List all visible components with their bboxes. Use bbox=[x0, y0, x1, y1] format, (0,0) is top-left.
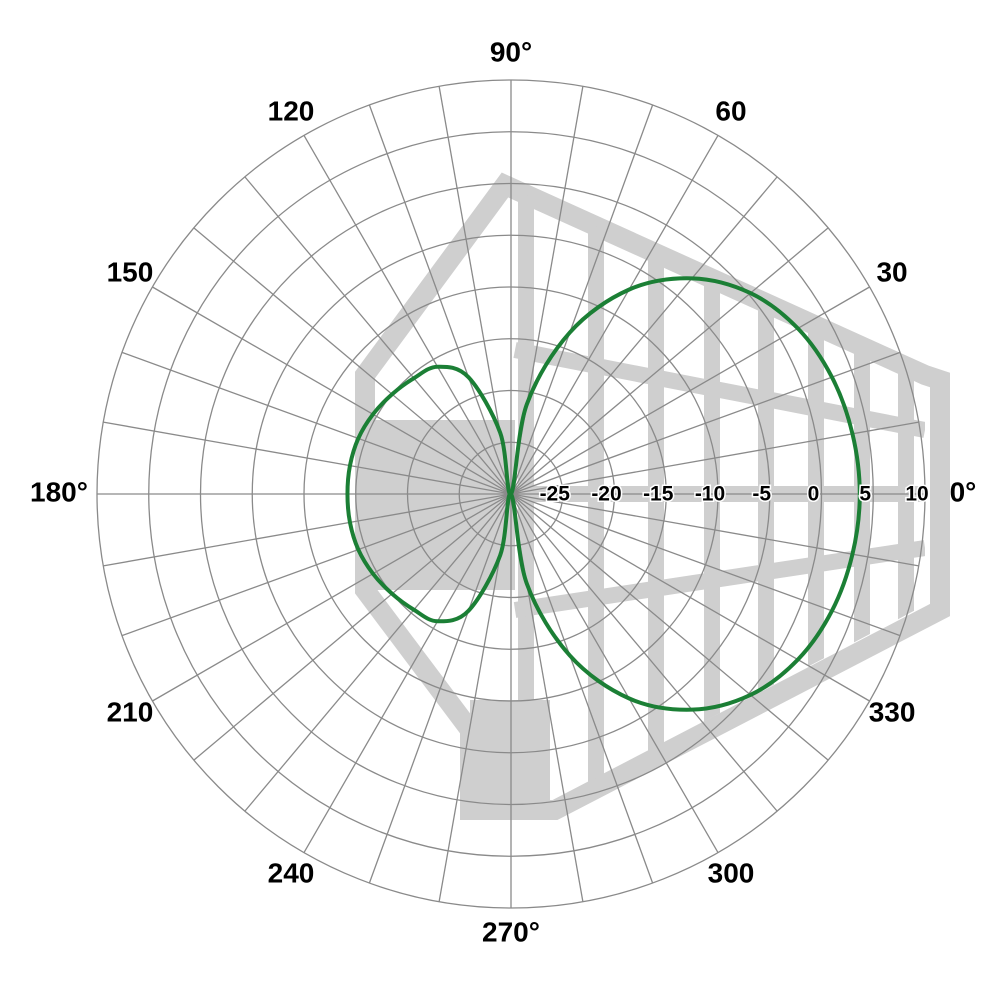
angle-tick-label: 180° bbox=[30, 476, 88, 507]
ring-grid-line bbox=[96, 79, 926, 909]
angle-tick-label: 210 bbox=[107, 696, 154, 727]
angle-tick-label: 330 bbox=[869, 696, 916, 727]
antenna-illustration bbox=[355, 172, 950, 820]
radial-tick-label: -25 bbox=[540, 483, 571, 506]
radial-tick-label: 5 bbox=[859, 483, 871, 506]
angle-tick-label: 270° bbox=[482, 916, 540, 947]
angle-tick-label: 30 bbox=[876, 256, 907, 287]
radial-tick-label: -15 bbox=[643, 483, 674, 506]
angle-tick-label: 0° bbox=[950, 476, 977, 507]
radial-tick-label: -5 bbox=[752, 483, 771, 506]
angle-tick-label: 300 bbox=[708, 857, 755, 888]
radial-tick-label: -20 bbox=[591, 483, 621, 506]
pattern-line bbox=[345, 276, 862, 712]
angle-tick-label: 240 bbox=[268, 857, 315, 888]
ring-grid-line bbox=[251, 234, 771, 754]
angle-tick-label: 120 bbox=[268, 95, 315, 126]
radial-tick-label: 10 bbox=[905, 483, 928, 506]
ring-grid-line bbox=[148, 131, 874, 857]
ring-grid-line bbox=[303, 286, 719, 702]
angle-tick-label: 150 bbox=[107, 256, 154, 287]
ring-grid-line bbox=[406, 389, 616, 599]
ring-grid-line bbox=[355, 338, 667, 650]
ring-grid-line bbox=[199, 182, 823, 806]
radial-tick-label: 0 bbox=[808, 483, 820, 506]
ring-grid-line bbox=[458, 441, 564, 547]
radial-tick-label: -10 bbox=[695, 483, 725, 506]
angle-tick-label: 60 bbox=[715, 95, 746, 126]
angle-tick-label: 90° bbox=[490, 36, 532, 67]
